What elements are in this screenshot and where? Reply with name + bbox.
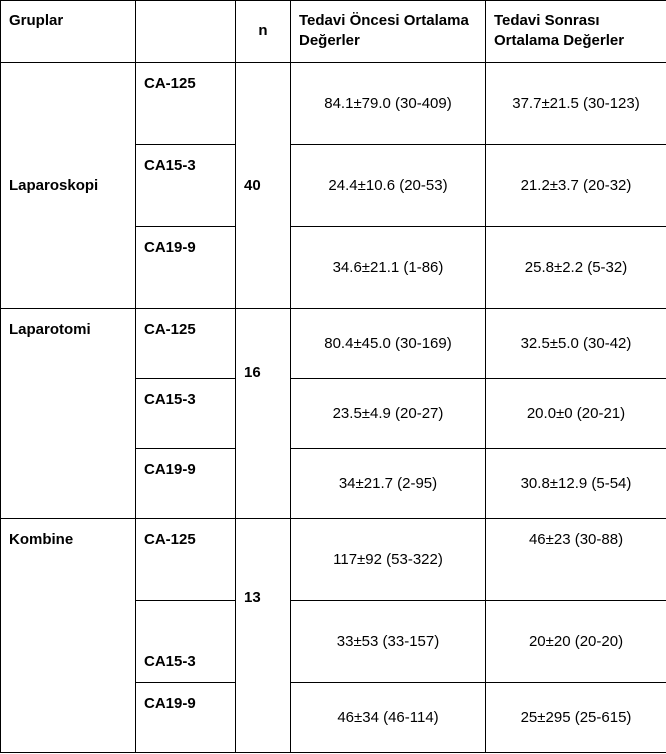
n-cell: 16 xyxy=(236,308,291,518)
col-header-marker xyxy=(136,1,236,63)
post-value: 25±295 (25-615) xyxy=(486,682,666,752)
marker-cell: CA-125 xyxy=(136,518,236,600)
marker-cell: CA15-3 xyxy=(136,144,236,226)
marker-cell: CA15-3 xyxy=(136,600,236,682)
col-header-post: Tedavi Sonrası Ortalama Değerler xyxy=(486,1,666,63)
post-value: 25.8±2.2 (5-32) xyxy=(486,226,666,308)
pre-value: 46±34 (46-114) xyxy=(291,682,486,752)
pre-value: 24.4±10.6 (20-53) xyxy=(291,144,486,226)
post-value: 20.0±0 (20-21) xyxy=(486,378,666,448)
marker-cell: CA19-9 xyxy=(136,682,236,752)
marker-cell: CA19-9 xyxy=(136,448,236,518)
table-row: Laparoskopi CA-125 40 84.1±79.0 (30-409)… xyxy=(1,62,666,144)
table-header-row: Gruplar n Tedavi Öncesi Ortalama Değerle… xyxy=(1,1,666,63)
table-row: Kombine CA-125 13 117±92 (53-322) 46±23 … xyxy=(1,518,666,600)
pre-value: 33±53 (33-157) xyxy=(291,600,486,682)
marker-cell: CA-125 xyxy=(136,62,236,144)
post-value: 20±20 (20-20) xyxy=(486,600,666,682)
marker-cell: CA19-9 xyxy=(136,226,236,308)
post-value: 21.2±3.7 (20-32) xyxy=(486,144,666,226)
n-cell: 13 xyxy=(236,518,291,752)
post-value: 37.7±21.5 (30-123) xyxy=(486,62,666,144)
marker-cell: CA-125 xyxy=(136,308,236,378)
group-name: Kombine xyxy=(1,518,136,752)
n-cell: 40 xyxy=(236,62,291,308)
pre-value: 84.1±79.0 (30-409) xyxy=(291,62,486,144)
pre-value: 34±21.7 (2-95) xyxy=(291,448,486,518)
group-name: Laparoskopi xyxy=(1,62,136,308)
col-header-n: n xyxy=(236,1,291,63)
pre-value: 34.6±21.1 (1-86) xyxy=(291,226,486,308)
pre-value: 117±92 (53-322) xyxy=(291,518,486,600)
post-value: 46±23 (30-88) xyxy=(486,518,666,600)
marker-cell: CA15-3 xyxy=(136,378,236,448)
pre-value: 80.4±45.0 (30-169) xyxy=(291,308,486,378)
post-value: 32.5±5.0 (30-42) xyxy=(486,308,666,378)
col-header-pre: Tedavi Öncesi Ortalama Değerler xyxy=(291,1,486,63)
data-table: Gruplar n Tedavi Öncesi Ortalama Değerle… xyxy=(0,0,666,753)
pre-value: 23.5±4.9 (20-27) xyxy=(291,378,486,448)
group-name: Laparotomi xyxy=(1,308,136,518)
col-header-group: Gruplar xyxy=(1,1,136,63)
table-row: Laparotomi CA-125 16 80.4±45.0 (30-169) … xyxy=(1,308,666,378)
post-value: 30.8±12.9 (5-54) xyxy=(486,448,666,518)
